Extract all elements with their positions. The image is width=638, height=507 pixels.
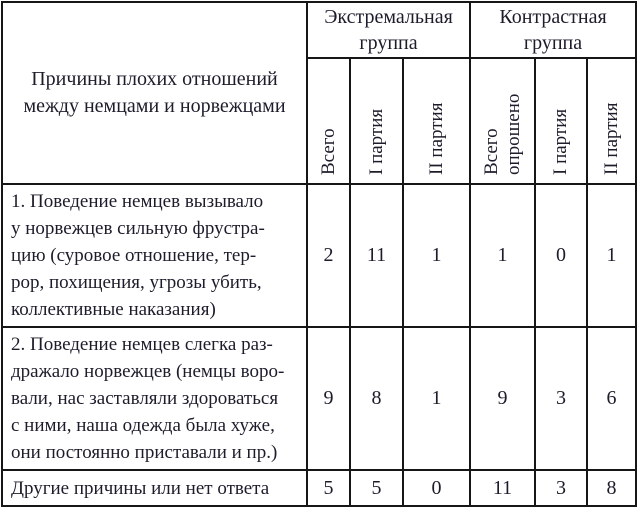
group-header-extreme: Экстремальная группа [305,1,472,59]
col-header-contrast-party2: II партия [586,57,638,185]
cell-value: 9 [469,326,537,471]
cell-value: 8 [586,469,638,507]
sub-header-row: Всего I партия II партия Всего опрошено … [2,57,638,185]
cell-value: 2 [306,183,351,328]
cell-value: 8 [349,326,404,471]
cell-value: 1 [469,183,537,328]
cell-value: 11 [469,469,537,507]
group-header-row: Причины плохих отношений между немцами и… [1,1,638,185]
cell-value: 6 [586,326,638,471]
cell-value: 5 [349,469,404,507]
col-header-extreme-total: Всего [306,57,351,185]
col-header-extreme-party1: I партия [349,57,404,185]
table-row: Другие причины или нет ответа 5 5 0 11 3… [1,469,638,507]
col-header-extreme-total-label: Всего [317,127,339,175]
col-header-contrast-total-label: Всего опрошено [480,93,524,175]
row-label: 1. Поведение немцев вызывало у норвежцев… [1,183,308,328]
col-header-extreme-party1-label: I партия [365,108,387,175]
cell-value: 0 [534,183,589,328]
cell-value: 3 [534,326,589,471]
table-row: 1. Поведение немцев вызывало у норвежцев… [1,183,638,328]
table-header: Причины плохих отношений между немцами и… [1,1,638,185]
criteria-header: Причины плохих отношений между немцами и… [1,1,308,185]
col-header-extreme-party2: II партия [401,57,472,185]
col-header-contrast-party1: I партия [534,57,589,185]
row-label: 2. Поведение немцев слегка раз- дражало … [1,326,308,471]
col-header-contrast-party2-label: II партия [600,102,622,175]
cell-value: 1 [586,183,638,328]
cell-value: 0 [401,469,472,507]
table-row: 2. Поведение немцев слегка раз- дражало … [1,326,638,471]
col-header-contrast-party1-label: I партия [550,108,572,175]
col-header-contrast-total: Всего опрошено [469,57,537,185]
col-header-extreme-party2-label: II партия [425,102,447,175]
cell-value: 5 [306,469,351,507]
table-body: 1. Поведение немцев вызывало у норвежцев… [1,183,638,507]
row-label: Другие причины или нет ответа [1,469,308,507]
cell-value: 3 [534,469,589,507]
cell-value: 1 [401,183,472,328]
cell-value: 11 [349,183,404,328]
cell-value: 1 [401,326,472,471]
group-header-contrast: Контрастная группа [469,1,638,59]
cell-value: 9 [306,326,351,471]
